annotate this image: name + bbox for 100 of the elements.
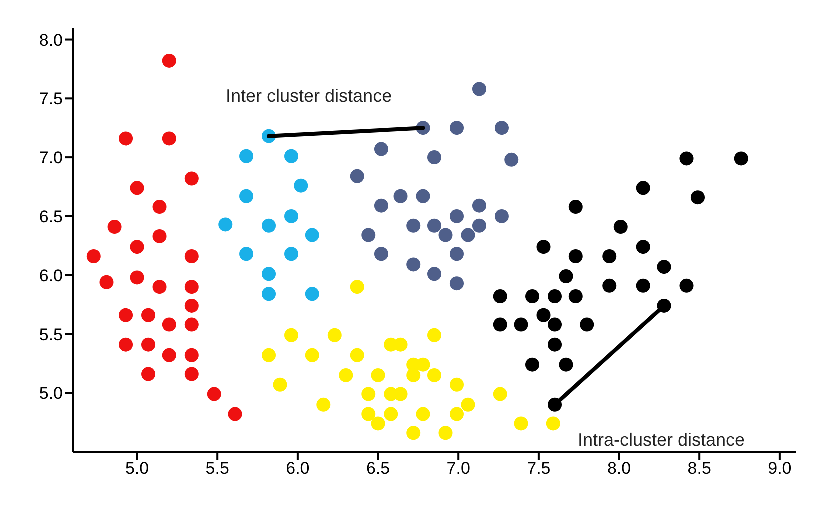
- point: [142, 308, 156, 322]
- point: [493, 290, 508, 304]
- point: [207, 387, 222, 402]
- point: [472, 198, 486, 213]
- point: [328, 328, 342, 342]
- x-tick-label: 8.5: [688, 459, 712, 478]
- point: [284, 247, 299, 262]
- point: [568, 249, 583, 264]
- point: [494, 121, 509, 136]
- point: [130, 270, 144, 285]
- x-tick-label: 7.5: [527, 459, 551, 478]
- point: [184, 367, 199, 382]
- point: [184, 318, 199, 332]
- annotation: Inter cluster distance: [226, 86, 392, 107]
- point: [428, 150, 442, 165]
- y-tick-label: 7.0: [39, 148, 63, 168]
- point: [152, 280, 167, 294]
- x-tick-label: 9.0: [768, 459, 792, 478]
- point: [450, 121, 464, 136]
- point: [548, 318, 562, 332]
- point: [680, 152, 694, 166]
- point: [350, 348, 364, 362]
- point: [504, 152, 519, 167]
- point: [416, 189, 430, 204]
- point: [152, 200, 167, 214]
- point: [428, 218, 442, 233]
- point: [218, 218, 233, 232]
- point: [262, 348, 276, 362]
- point: [428, 368, 442, 382]
- x-tick-label: 5.0: [125, 459, 150, 478]
- point: [568, 200, 583, 214]
- point: [184, 298, 199, 313]
- point: [294, 178, 308, 193]
- point: [162, 132, 176, 146]
- point: [142, 338, 156, 352]
- point: [119, 338, 134, 352]
- point: [240, 247, 254, 262]
- point: [450, 247, 464, 262]
- point: [559, 358, 574, 372]
- point: [636, 240, 650, 254]
- y-tick-label: 7.5: [39, 90, 63, 109]
- y-tick-label: 5.5: [39, 325, 63, 344]
- point: [119, 308, 134, 322]
- point: [350, 169, 364, 184]
- point: [339, 368, 354, 382]
- point: [130, 181, 144, 196]
- point: [568, 290, 583, 304]
- point: [406, 426, 421, 440]
- point: [450, 407, 464, 422]
- point: [384, 407, 398, 422]
- annotation: Intra-cluster distance: [578, 430, 746, 451]
- point: [472, 218, 486, 233]
- point: [461, 398, 476, 412]
- point: [406, 218, 421, 233]
- point: [262, 267, 276, 282]
- point: [152, 229, 167, 244]
- point: [350, 280, 364, 294]
- point: [514, 416, 528, 431]
- point: [374, 247, 388, 262]
- point: [461, 228, 476, 242]
- point: [636, 278, 650, 293]
- point: [493, 318, 508, 332]
- point: [548, 290, 562, 304]
- point: [184, 280, 199, 294]
- point: [240, 149, 254, 164]
- point: [636, 181, 650, 196]
- point: [690, 190, 705, 205]
- point: [362, 407, 376, 422]
- point: [680, 278, 694, 293]
- point: [602, 249, 617, 264]
- point: [394, 189, 408, 204]
- x-tick-label: 5.5: [206, 459, 230, 478]
- point: [406, 368, 421, 382]
- point: [514, 318, 528, 332]
- point: [406, 258, 421, 272]
- y-tick-label: 8.0: [39, 30, 63, 50]
- point: [371, 416, 386, 431]
- point: [416, 358, 430, 372]
- point: [184, 172, 199, 186]
- point: [546, 416, 560, 431]
- point: [130, 240, 144, 254]
- point: [657, 260, 672, 274]
- point: [362, 228, 376, 242]
- point: [548, 338, 562, 352]
- point: [162, 348, 176, 362]
- point: [472, 82, 486, 96]
- point: [394, 387, 408, 402]
- point: [305, 348, 320, 362]
- point: [240, 189, 254, 204]
- point: [580, 318, 594, 332]
- point: [614, 220, 628, 234]
- point: [100, 275, 114, 290]
- point: [228, 407, 242, 422]
- point: [305, 228, 320, 242]
- point: [536, 240, 551, 254]
- point: [374, 142, 388, 156]
- point: [438, 228, 453, 242]
- point: [493, 387, 508, 402]
- point: [428, 267, 442, 282]
- point: [284, 149, 299, 164]
